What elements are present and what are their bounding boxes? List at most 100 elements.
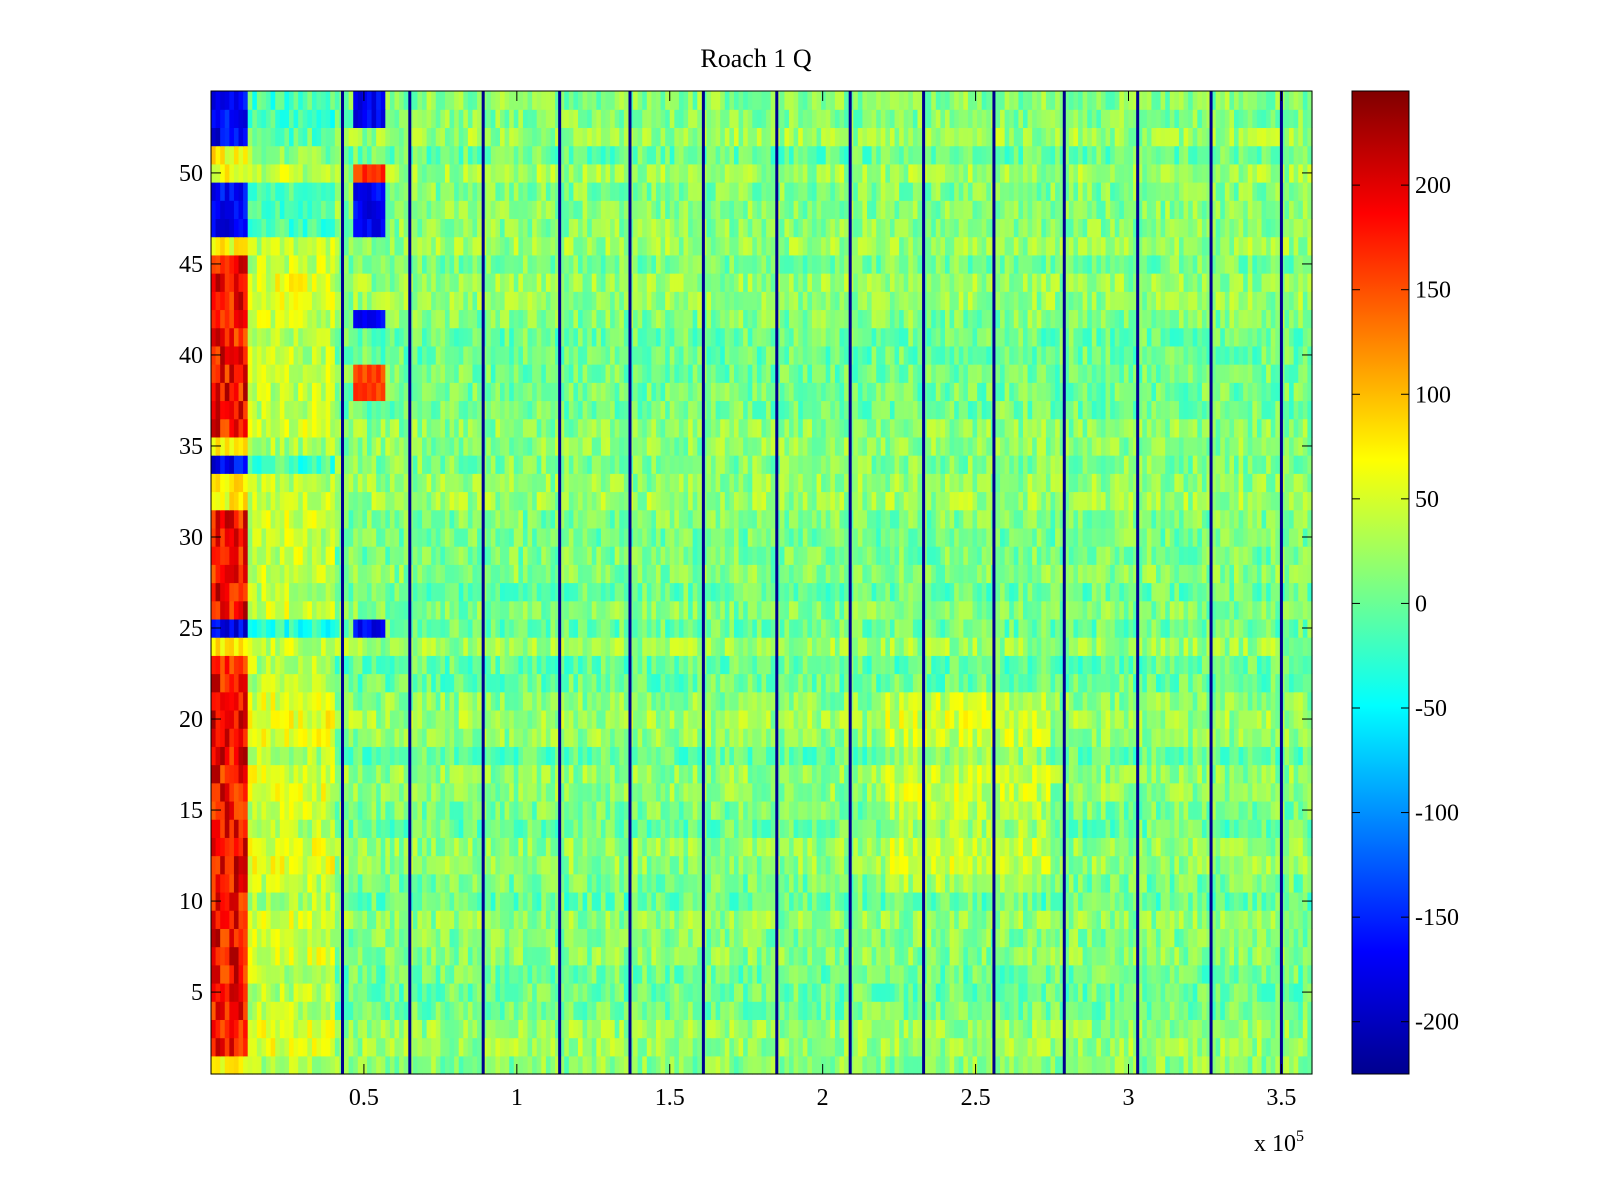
- heatmap-cell: [853, 837, 859, 857]
- heatmap-cell: [1027, 1019, 1033, 1039]
- heatmap-cell: [311, 964, 318, 984]
- heatmap-cell: [816, 964, 822, 984]
- heatmap-cell: [747, 1019, 753, 1039]
- heatmap-cell: [247, 837, 253, 857]
- heatmap-cell: [463, 837, 469, 857]
- heatmap-cell: [655, 691, 662, 711]
- heatmap-cell: [596, 1001, 602, 1020]
- heatmap-cell: [646, 873, 652, 893]
- heatmap-cell: [665, 1055, 671, 1075]
- heatmap-cell: [1256, 1019, 1263, 1039]
- heatmap-cell: [669, 1055, 675, 1075]
- heatmap-cell: [688, 709, 694, 729]
- heatmap-cell: [637, 873, 643, 893]
- heatmap-cell: [876, 709, 882, 729]
- heatmap-cell: [307, 819, 313, 838]
- heatmap-cell: [344, 782, 350, 802]
- heatmap-cell: [1243, 964, 1249, 984]
- heatmap-cell: [1078, 891, 1084, 911]
- heatmap-cell: [1188, 837, 1194, 857]
- heatmap-cell: [834, 1055, 841, 1075]
- heatmap-cell: [1224, 855, 1231, 875]
- heatmap-cell: [215, 782, 221, 802]
- heatmap-cell: [1105, 928, 1111, 948]
- heatmap-cell: [348, 910, 354, 929]
- heatmap-cell: [761, 837, 767, 857]
- heatmap-cell: [353, 709, 359, 729]
- heatmap-cell: [779, 782, 786, 802]
- heatmap-cell: [587, 1037, 593, 1057]
- heatmap-cell: [889, 837, 896, 857]
- heatmap-cell: [1027, 782, 1033, 802]
- heatmap-cell: [1215, 946, 1221, 966]
- heatmap-cell: [770, 709, 776, 729]
- heatmap-cell: [1302, 1055, 1309, 1075]
- heatmap-cell: [935, 910, 942, 929]
- heatmap-cell: [986, 928, 992, 948]
- heatmap-cell: [243, 1055, 249, 1075]
- heatmap-cell: [660, 819, 666, 838]
- heatmap-cell: [362, 819, 368, 838]
- heatmap-cell: [977, 928, 983, 948]
- heatmap-cell: [967, 855, 974, 875]
- heatmap-cell: [1293, 946, 1299, 966]
- heatmap-cell: [1032, 819, 1038, 838]
- heatmap-cell: [871, 964, 877, 984]
- heatmap-cell: [789, 782, 795, 802]
- heatmap-cell: [1169, 1001, 1175, 1020]
- heatmap-cell: [1206, 855, 1212, 875]
- heatmap-cell: [986, 946, 992, 966]
- heatmap-cell: [298, 691, 304, 711]
- heatmap-cell: [440, 1055, 446, 1075]
- heatmap-cell: [444, 764, 451, 784]
- heatmap-cell: [729, 873, 735, 893]
- heatmap-cell: [532, 728, 538, 747]
- heatmap-cell: [1059, 764, 1065, 784]
- heatmap-cell: [412, 1037, 419, 1057]
- heatmap-cell: [513, 1037, 519, 1057]
- heatmap-cell: [917, 964, 923, 984]
- heatmap-cell: [522, 746, 529, 766]
- heatmap-cell: [811, 1019, 818, 1039]
- heatmap-cell: [444, 873, 451, 893]
- heatmap-cell: [1302, 837, 1309, 857]
- heatmap-cell: [1197, 910, 1203, 929]
- heatmap-cell: [931, 891, 937, 911]
- heatmap-cell: [756, 964, 763, 984]
- heatmap-cell: [811, 982, 818, 1002]
- heatmap-cell: [1247, 1019, 1253, 1039]
- heatmap-cell: [1293, 1037, 1299, 1057]
- heatmap-cell: [284, 891, 290, 911]
- heatmap-cell: [1183, 819, 1189, 838]
- heatmap-cell: [1082, 910, 1088, 929]
- heatmap-cell: [284, 1001, 290, 1020]
- heatmap-cell: [564, 1055, 570, 1075]
- heatmap-cell: [1041, 964, 1047, 984]
- heatmap-cell: [1243, 928, 1249, 948]
- heatmap-cell: [541, 837, 547, 857]
- heatmap-cell: [821, 782, 827, 802]
- heatmap-cell: [1068, 691, 1075, 711]
- heatmap-cell: [834, 873, 841, 893]
- heatmap-cell: [949, 946, 955, 966]
- heatmap-cell: [1013, 819, 1019, 838]
- heatmap-cell: [720, 928, 726, 948]
- heatmap-cell: [871, 728, 877, 747]
- heatmap-cell: [756, 800, 763, 820]
- heatmap-cell: [426, 946, 432, 966]
- heatmap-cell: [412, 764, 419, 784]
- heatmap-cell: [541, 964, 547, 984]
- heatmap-cell: [564, 837, 570, 857]
- heatmap-cell: [830, 891, 836, 911]
- heatmap-cell: [394, 764, 400, 784]
- heatmap-cell: [1055, 982, 1061, 1002]
- heatmap-cell: [1256, 819, 1263, 838]
- heatmap-cell: [967, 728, 974, 747]
- heatmap-cell: [1068, 910, 1075, 929]
- heatmap-cell: [458, 964, 464, 984]
- heatmap-cell: [316, 891, 322, 911]
- heatmap-cell: [422, 800, 428, 820]
- heatmap-cell: [720, 982, 726, 1002]
- heatmap-cell: [1183, 1001, 1189, 1020]
- heatmap-cell: [857, 928, 864, 948]
